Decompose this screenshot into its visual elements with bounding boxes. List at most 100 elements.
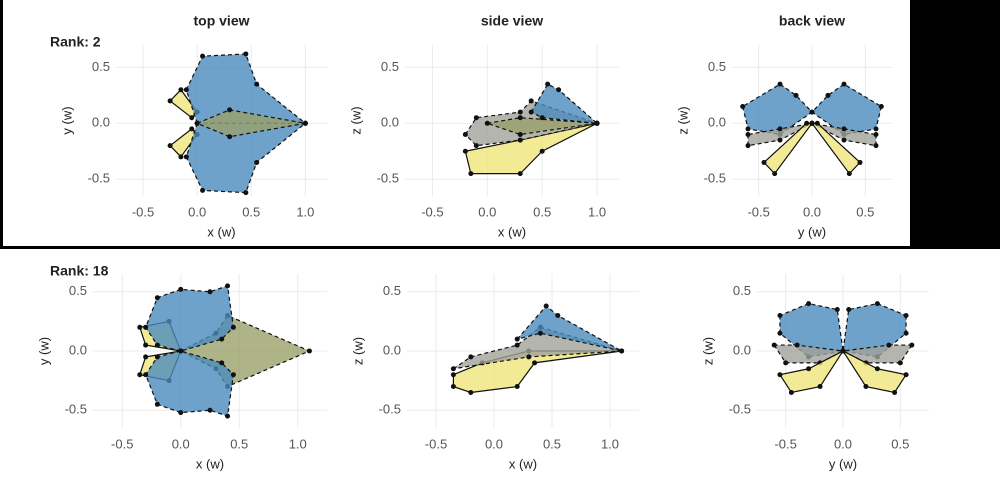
y-tick-label: 0.0 <box>92 115 110 130</box>
vertex <box>555 312 561 318</box>
vertex <box>225 413 231 419</box>
vertex <box>886 342 892 348</box>
y-axis-label: z (w) <box>675 106 690 134</box>
y-axis-label: z (w) <box>348 106 363 134</box>
x-tick-label: 0.0 <box>803 204 821 219</box>
vertex <box>178 286 184 292</box>
vertex <box>745 126 751 132</box>
shape <box>778 349 845 394</box>
y-axis-label: y (w) <box>36 337 51 365</box>
vertex <box>143 324 149 330</box>
vertex <box>834 307 840 313</box>
y-tick-label: 0.5 <box>708 59 726 74</box>
vertex <box>468 171 474 177</box>
x-tick-label: -0.5 <box>425 436 447 451</box>
vertex <box>740 104 746 110</box>
vertex <box>167 98 173 104</box>
vertex <box>154 401 160 407</box>
y-tick-label: 0.0 <box>69 342 87 357</box>
vertex <box>178 87 184 93</box>
x-tick-label: 1.0 <box>289 436 307 451</box>
vertex <box>254 159 260 165</box>
vertex <box>517 171 523 177</box>
vertex <box>817 384 823 390</box>
x-axis-label: x (w) <box>196 456 224 471</box>
vertex <box>594 120 600 126</box>
x-axis-label: y (w) <box>798 224 826 239</box>
vertex <box>903 312 909 318</box>
shape <box>487 117 598 136</box>
vertex <box>514 336 520 342</box>
vertex <box>154 295 160 301</box>
vertex <box>514 384 520 390</box>
vertex <box>857 159 863 165</box>
x-axis-label: x (w) <box>509 456 537 471</box>
vertex <box>556 87 562 93</box>
vertex <box>545 81 551 87</box>
vertex <box>840 348 846 354</box>
vertex <box>517 109 523 115</box>
vertex <box>468 354 474 360</box>
vertex <box>903 330 909 336</box>
vertex <box>777 330 783 336</box>
panel-title: back view <box>779 13 845 29</box>
vertex <box>462 148 468 154</box>
shape <box>144 350 235 417</box>
vertex <box>793 92 799 98</box>
vertex <box>154 342 160 348</box>
panel-title: top view <box>193 13 249 29</box>
vertex <box>783 360 789 366</box>
shape <box>144 285 235 352</box>
shape <box>841 349 908 394</box>
vertex <box>243 51 249 57</box>
vertex <box>178 348 184 354</box>
vertex <box>450 384 456 390</box>
shape <box>773 344 845 364</box>
x-tick-label: 1.0 <box>601 436 619 451</box>
x-axis-label: y (w) <box>829 456 857 471</box>
y-tick-label: 0.0 <box>708 115 726 130</box>
vertex <box>814 120 820 126</box>
frame-block <box>910 0 1000 248</box>
vertex <box>761 159 767 165</box>
vertex <box>528 109 534 115</box>
x-axis-label: x (w) <box>207 224 235 239</box>
vertex <box>532 360 538 366</box>
panel-title: side view <box>481 13 543 29</box>
vertex <box>825 92 831 98</box>
vertex <box>873 131 879 137</box>
vertex <box>225 283 231 289</box>
x-tick-label: 0.0 <box>834 436 852 451</box>
vertex <box>183 154 189 160</box>
vertex <box>777 126 783 132</box>
vertex <box>230 372 236 378</box>
y-tick-label: 0.5 <box>92 59 110 74</box>
vertex <box>207 289 213 295</box>
vertex <box>841 81 847 87</box>
vertex <box>200 187 206 193</box>
vertex <box>200 53 206 59</box>
vertex <box>302 120 308 126</box>
vertex <box>841 137 847 143</box>
vertex <box>892 389 898 395</box>
vertex <box>189 115 195 121</box>
shape <box>530 83 599 125</box>
x-tick-label: -0.5 <box>111 436 133 451</box>
x-tick-label: 0.5 <box>891 436 909 451</box>
x-tick-label: 0.0 <box>478 204 496 219</box>
vertex <box>194 120 200 126</box>
vertex <box>143 372 149 378</box>
vertex <box>539 115 545 121</box>
vertex <box>178 154 184 160</box>
y-tick-label: -0.5 <box>65 402 87 417</box>
y-tick-label: -0.5 <box>88 171 110 186</box>
vertex <box>806 301 812 307</box>
x-tick-label: 1.0 <box>588 204 606 219</box>
x-tick-label: 1.0 <box>296 204 314 219</box>
vertex <box>874 366 880 372</box>
vertex <box>219 360 225 366</box>
frame-edge <box>0 0 3 248</box>
y-axis-label: z (w) <box>350 337 365 365</box>
y-axis-label: y (w) <box>59 106 74 134</box>
vertex <box>154 354 160 360</box>
